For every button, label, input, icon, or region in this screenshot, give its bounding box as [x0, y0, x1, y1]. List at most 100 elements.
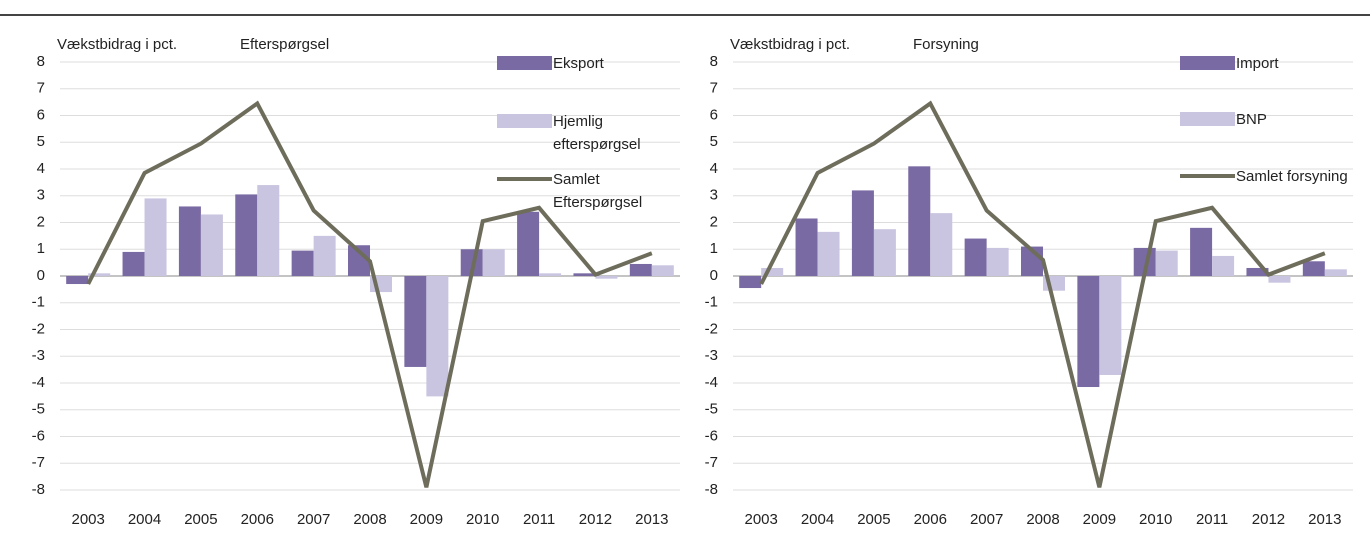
x-tick-label: 2010	[466, 511, 499, 528]
y-tick-label: 3	[37, 187, 45, 204]
y-tick-label: -5	[705, 401, 718, 418]
bar	[1268, 276, 1291, 283]
y-tick-label: -7	[32, 454, 45, 471]
y-tick-label: 2	[37, 213, 45, 230]
y-tick-label: 5	[37, 133, 45, 150]
y-tick-label: 1	[37, 240, 45, 257]
bar	[817, 231, 840, 276]
y-tick-label: -4	[32, 374, 45, 391]
y-tick-label: 6	[37, 106, 45, 123]
x-tick-label: 2006	[914, 511, 947, 528]
header-band	[0, 0, 1370, 14]
bar	[1212, 255, 1235, 276]
x-tick-label: 2005	[857, 511, 890, 528]
y-tick-label: 6	[710, 106, 718, 123]
bar	[235, 194, 258, 276]
x-tick-label: 2003	[744, 511, 777, 528]
x-tick-label: 2007	[297, 511, 330, 528]
x-tick-label: 2009	[410, 511, 443, 528]
bar	[651, 265, 674, 276]
bar	[851, 190, 874, 276]
legend-label: Samlet Efterspørgsel	[553, 171, 643, 211]
y-tick-label: 0	[37, 267, 45, 284]
y-tick-label: -2	[705, 320, 718, 337]
bar	[66, 276, 89, 285]
y-tick-label: -3	[32, 347, 45, 364]
x-tick-label: 2011	[523, 511, 555, 528]
bar	[1099, 276, 1122, 375]
y-tick-label: 7	[710, 80, 718, 97]
bar	[986, 247, 1009, 276]
bar	[178, 206, 201, 276]
x-tick-label: 2004	[801, 511, 834, 528]
y-tick-label: -5	[32, 401, 45, 418]
y-tick-label: 4	[37, 160, 45, 177]
bar	[930, 213, 953, 276]
x-tick-label: 2009	[1083, 511, 1116, 528]
legend-swatch	[1180, 56, 1235, 70]
y-tick-label: -8	[32, 481, 45, 498]
y-tick-label: 1	[710, 240, 718, 257]
legend-label: Eksport	[553, 55, 604, 72]
bar	[517, 211, 540, 276]
x-tick-label: 2005	[184, 511, 217, 528]
bar	[539, 273, 562, 276]
x-tick-label: 2012	[1252, 511, 1285, 528]
bar	[1155, 250, 1178, 276]
y-tick-label: -1	[705, 294, 718, 311]
y-tick-label: -1	[32, 294, 45, 311]
bar	[291, 250, 314, 276]
legend-swatch	[497, 114, 552, 128]
y-axis-label: Vækstbidrag i pct.	[57, 36, 177, 53]
x-tick-label: 2006	[241, 511, 274, 528]
bar	[1190, 227, 1213, 276]
y-tick-label: -6	[32, 427, 45, 444]
y-tick-label: 0	[710, 267, 718, 284]
subtitle: Forsyning	[913, 36, 979, 53]
x-tick-label: 2007	[970, 511, 1003, 528]
line	[86, 100, 653, 488]
x-tick-label: 2003	[71, 511, 104, 528]
line	[759, 100, 1326, 488]
y-tick-label: -6	[705, 427, 718, 444]
y-tick-label: -4	[705, 374, 718, 391]
subtitle: Efterspørgsel	[240, 36, 329, 53]
y-axis-label: Vækstbidrag i pct.	[730, 36, 850, 53]
x-tick-label: 2013	[635, 511, 668, 528]
bar	[144, 198, 167, 276]
x-tick-label: 2011	[1196, 511, 1228, 528]
x-tick-label: 2008	[1026, 511, 1059, 528]
bar	[1302, 261, 1325, 276]
legend-label: Samlet forsyning	[1236, 168, 1348, 185]
bar	[482, 249, 505, 276]
bar	[404, 276, 427, 367]
y-tick-label: -3	[705, 347, 718, 364]
legend-label: Hjemlig efterspørgsel	[553, 113, 641, 153]
x-tick-label: 2010	[1139, 511, 1172, 528]
bar	[595, 276, 618, 279]
y-tick-label: -7	[705, 454, 718, 471]
y-tick-label: -8	[705, 481, 718, 498]
bar	[88, 273, 111, 276]
bar	[313, 235, 336, 276]
y-tick-label: 3	[710, 187, 718, 204]
y-tick-label: -2	[32, 320, 45, 337]
y-tick-label: 8	[710, 53, 718, 70]
legend-swatch	[1180, 112, 1235, 126]
bar	[1324, 269, 1347, 276]
bar	[426, 276, 449, 397]
legend-label: Import	[1236, 55, 1279, 72]
bar	[908, 166, 931, 276]
y-tick-label: 7	[37, 80, 45, 97]
bar	[348, 245, 370, 276]
bar	[1246, 267, 1269, 276]
x-tick-label: 2013	[1308, 511, 1341, 528]
bar	[573, 273, 596, 276]
x-tick-label: 2004	[128, 511, 161, 528]
y-tick-label: 8	[37, 53, 45, 70]
bar	[964, 238, 987, 276]
y-tick-label: 5	[710, 133, 718, 150]
x-tick-label: 2008	[353, 511, 386, 528]
